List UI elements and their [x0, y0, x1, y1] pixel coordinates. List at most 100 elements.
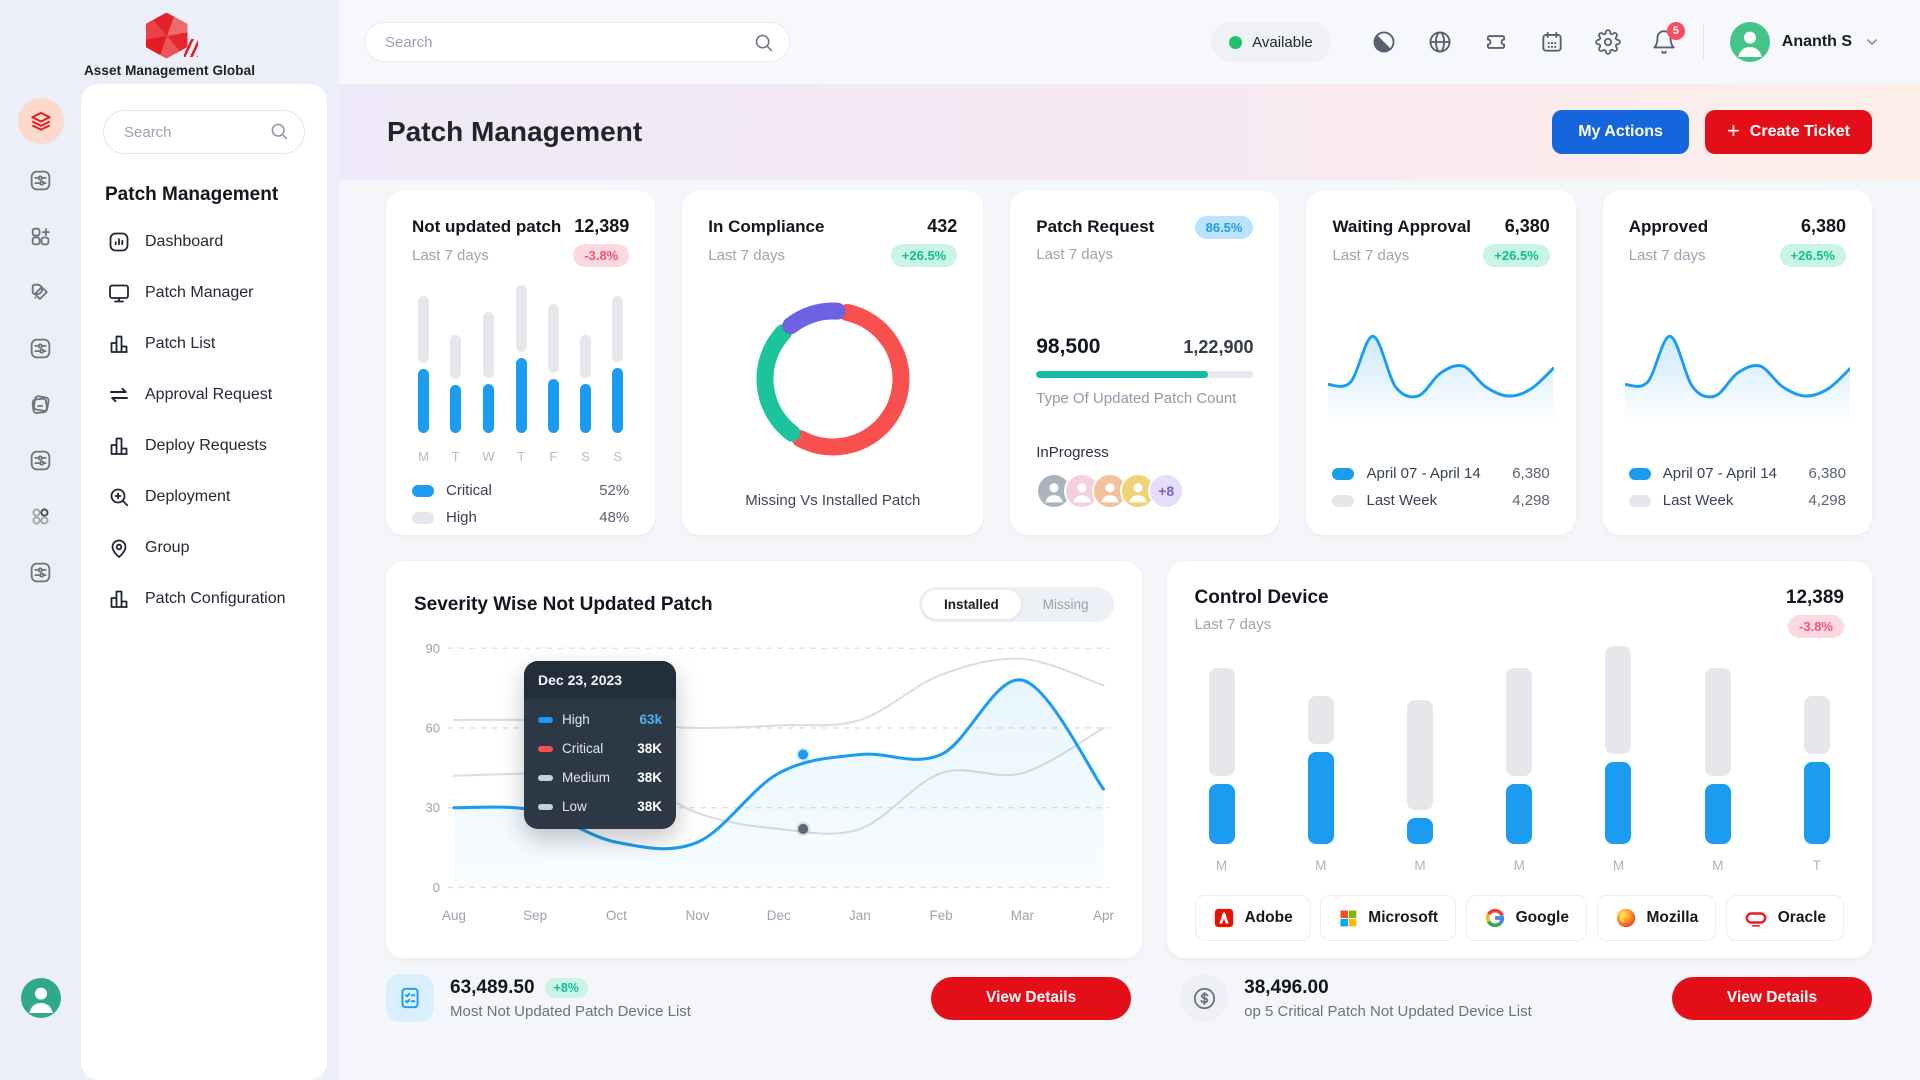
- blue-bar: [418, 369, 429, 434]
- severity-chart-card: Severity Wise Not Updated Patch Installe…: [386, 561, 1142, 958]
- microsoft-logo-icon: [1338, 908, 1358, 928]
- day-label: T: [451, 449, 460, 465]
- svg-text:Jan: Jan: [849, 908, 871, 923]
- contrast-icon[interactable]: [1371, 29, 1397, 55]
- status-label: Available: [1252, 33, 1313, 51]
- vendor-chips: Adobe Microsoft Google Mozilla Oracle: [1194, 895, 1844, 941]
- gear-icon[interactable]: [1595, 29, 1621, 55]
- sidebar-item-label: Dashboard: [145, 232, 224, 250]
- day-label: T: [1812, 858, 1822, 873]
- blue-bar: [515, 358, 527, 434]
- user-menu[interactable]: Ananth S: [1729, 22, 1880, 62]
- gray-bar: [547, 304, 559, 373]
- rail-user-avatar[interactable]: [20, 978, 61, 1018]
- ticket-icon[interactable]: [1483, 29, 1509, 55]
- card-approved: Approved 6,380 Last 7 days +26.5% April …: [1602, 190, 1872, 535]
- swap-arrows-icon: [107, 383, 131, 407]
- view-details-button[interactable]: View Details: [1672, 976, 1872, 1020]
- gray-bar: [482, 312, 494, 378]
- sidebar-item-patch-manager[interactable]: Patch Manager: [103, 267, 305, 318]
- global-search-input[interactable]: [364, 22, 790, 62]
- sidebar-item-deploy-requests[interactable]: Deploy Requests: [103, 420, 305, 471]
- sidebar-search-input[interactable]: [103, 110, 305, 154]
- charts-row: Severity Wise Not Updated Patch Installe…: [386, 561, 1872, 958]
- my-actions-button[interactable]: My Actions: [1552, 110, 1689, 154]
- vendor-chip-adobe[interactable]: Adobe: [1194, 895, 1311, 941]
- rail-sliders-icon[interactable]: [21, 160, 61, 200]
- rail-sliders-icon[interactable]: [21, 328, 61, 368]
- vendor-label: Mozilla: [1646, 909, 1699, 926]
- bar-column: F: [547, 304, 559, 464]
- rail-design-icon[interactable]: [21, 272, 61, 312]
- progress-caption: Type Of Updated Patch Count: [1036, 390, 1237, 407]
- checklist-icon: [386, 974, 434, 1022]
- toggle-missing[interactable]: Missing: [1042, 597, 1089, 612]
- legend-row: Critical 52%: [412, 482, 629, 499]
- sidebar-item-patch-configuration[interactable]: Patch Configuration: [103, 573, 305, 624]
- sidebar-item-label: Patch Configuration: [145, 589, 286, 607]
- create-ticket-button[interactable]: + Create Ticket: [1704, 110, 1872, 154]
- rail-notes-icon[interactable]: [21, 384, 61, 424]
- bar-column: M: [418, 296, 429, 464]
- sidebar-menu: Dashboard Patch Manager Patch List Approval…: [103, 216, 305, 624]
- globe-icon[interactable]: [1427, 29, 1453, 55]
- gray-bar: [418, 296, 429, 364]
- blue-bar: [1208, 784, 1235, 844]
- rail-components-icon[interactable]: [21, 496, 61, 536]
- bar-column: T: [450, 334, 462, 465]
- global-search: [364, 22, 790, 62]
- footer-value: 63,489.50: [450, 976, 535, 998]
- gray-bar: [515, 285, 527, 353]
- bar-stack: [1307, 696, 1334, 844]
- bar-stack: [1803, 696, 1830, 844]
- rail-sliders-icon[interactable]: [21, 552, 61, 592]
- calendar-icon[interactable]: [1539, 29, 1565, 55]
- bar-stack: [1605, 646, 1632, 844]
- sidebar-item-patch-list[interactable]: Patch List: [103, 318, 305, 369]
- footer-value: 38,496.00: [1244, 976, 1329, 998]
- legend-pill-icon: [412, 511, 434, 524]
- day-label: T: [517, 449, 526, 465]
- blue-bar: [450, 385, 462, 434]
- card-not-updated-patch: Not updated patch 12,389 Last 7 days -3.…: [386, 190, 656, 535]
- svg-text:90: 90: [426, 641, 440, 656]
- sidebar-item-dashboard[interactable]: Dashboard: [103, 216, 305, 267]
- user-avatar: [1729, 22, 1770, 62]
- blue-bar: [612, 367, 624, 434]
- vendor-chip-oracle[interactable]: Oracle: [1725, 895, 1844, 941]
- rail-layers-icon[interactable]: [17, 98, 64, 144]
- availability-status[interactable]: Available: [1211, 22, 1331, 62]
- footer-right: 38,496.00 op 5 Critical Patch Not Update…: [1180, 974, 1872, 1022]
- vendor-chip-mozilla[interactable]: Mozilla: [1596, 895, 1717, 941]
- avatar-overflow-badge[interactable]: +8: [1148, 473, 1185, 509]
- progress-bar: [1036, 371, 1254, 378]
- rail-grid-plus-icon[interactable]: [21, 216, 61, 256]
- svg-text:30: 30: [426, 800, 440, 815]
- control-device-title: Control Device: [1194, 587, 1329, 608]
- vendor-label: Google: [1515, 909, 1569, 926]
- vendor-chip-google[interactable]: Google: [1465, 895, 1587, 941]
- sidebar-item-deployment[interactable]: Deployment: [103, 471, 305, 522]
- progress-current: 98,500: [1036, 335, 1101, 358]
- topbar: Available 5: [339, 0, 1920, 84]
- legend-row: Last Week 4,298: [1332, 492, 1550, 509]
- vendor-chip-microsoft[interactable]: Microsoft: [1320, 895, 1457, 941]
- sidebar-item-group[interactable]: Group: [103, 522, 305, 573]
- sidebar-item-approval-request[interactable]: Approval Request: [103, 369, 305, 420]
- day-label: M: [1513, 858, 1525, 873]
- bar-column: M: [1307, 696, 1334, 873]
- svg-text:Aug: Aug: [442, 908, 466, 923]
- bell-icon[interactable]: 5: [1651, 22, 1685, 55]
- bar-column: M: [1208, 668, 1235, 873]
- tooltip-series-label: Critical: [562, 741, 604, 756]
- mozilla-logo-icon: [1615, 907, 1637, 929]
- toggle-installed[interactable]: Installed: [921, 590, 1021, 619]
- delta-badge: +26.5%: [1483, 244, 1550, 267]
- blue-bar: [1506, 784, 1533, 844]
- rail-sliders-icon[interactable]: [21, 440, 61, 480]
- view-details-button[interactable]: View Details: [931, 976, 1132, 1020]
- card-waiting-approval: Waiting Approval 6,380 Last 7 days +26.5…: [1306, 190, 1576, 535]
- bar-stack: [1406, 700, 1433, 844]
- legend-pill-icon: [1332, 467, 1355, 480]
- blue-bar: [1704, 784, 1731, 844]
